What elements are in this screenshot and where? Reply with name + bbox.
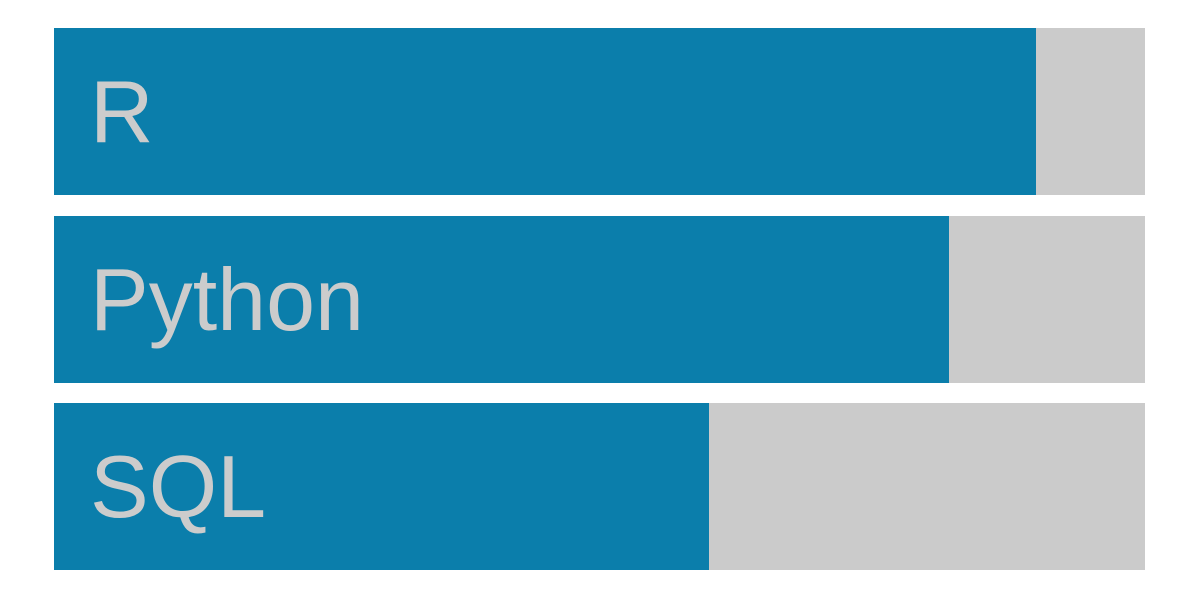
bar-label-python: Python: [90, 249, 364, 349]
bar-label-sql: SQL: [90, 436, 267, 536]
bar-r: [54, 28, 1036, 195]
bar-row-sql: SQL: [54, 403, 1145, 570]
bar-sql: [54, 403, 709, 570]
bar-row-python: Python: [54, 216, 1145, 383]
bar-python: [54, 216, 949, 383]
bar-label-r: R: [90, 61, 154, 161]
bar-row-r: R: [54, 28, 1145, 195]
